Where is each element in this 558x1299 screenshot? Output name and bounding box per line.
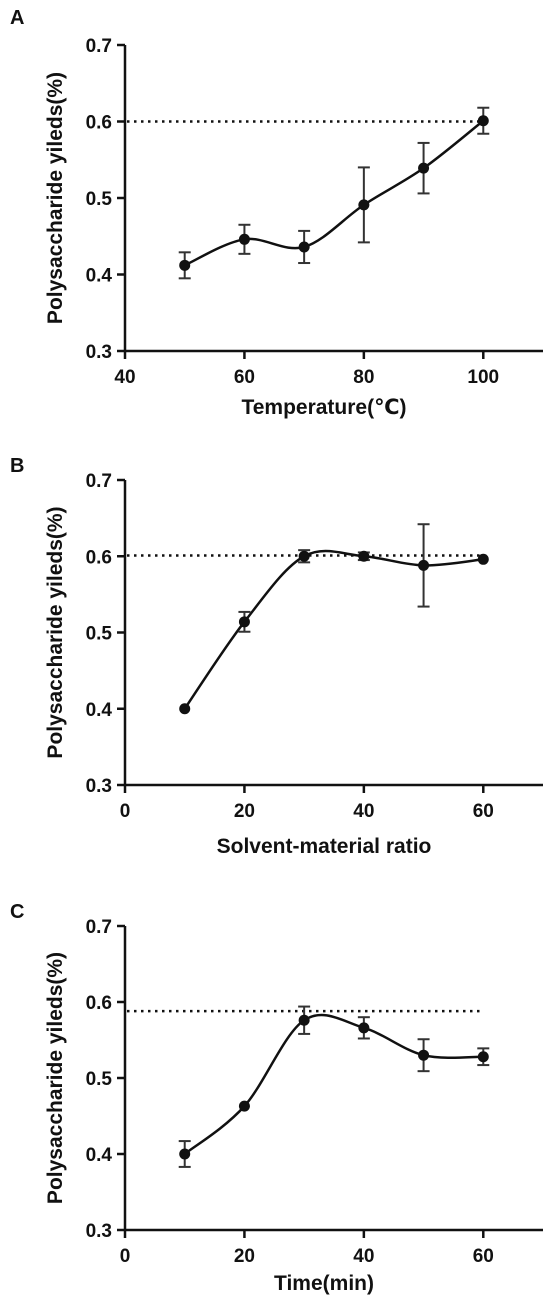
x-tick-label: 100	[467, 367, 499, 388]
x-tick-label: 40	[353, 801, 374, 822]
y-axis-title: Polysaccharide yileds(%)	[44, 506, 67, 758]
y-tick-label: 0.5	[86, 189, 113, 210]
y-tick-label: 0.6	[86, 547, 112, 568]
y-tick-label: 0.6	[86, 993, 112, 1014]
data-point	[238, 1100, 250, 1112]
panel-letter: C	[10, 901, 24, 923]
x-tick-label: 60	[473, 801, 494, 822]
data-point	[418, 162, 430, 174]
x-tick-label: 20	[234, 801, 255, 822]
x-tick-label: 40	[353, 1246, 374, 1267]
x-tick-label: 40	[114, 367, 135, 388]
chart-panel-a: A 0.3 0.4 0.5 0.6 0.7 40 60 80 100 Temperature(℃) P…	[10, 7, 543, 419]
y-tick-label: 0.6	[86, 113, 112, 134]
data-point	[477, 553, 489, 565]
data-point	[418, 1049, 430, 1061]
data-point	[477, 115, 489, 127]
y-axis-title: Polysaccharide yileds(%)	[44, 952, 67, 1204]
data-point	[179, 259, 191, 271]
data-point	[238, 233, 250, 245]
y-axis-title: Polysaccharide yileds(%)	[44, 72, 67, 324]
chart-panel-b: B 0.3 0.4 0.5 0.6 0.7 0 20 40 60 Solvent-material …	[10, 455, 543, 858]
x-tick-label: 0	[120, 801, 131, 822]
data-point	[358, 550, 370, 562]
panel-letter: B	[10, 455, 24, 477]
y-tick-label: 0.4	[86, 266, 113, 287]
x-tick-label: 20	[234, 1246, 255, 1267]
y-tick-label: 0.5	[86, 624, 113, 645]
y-tick-label: 0.4	[86, 700, 113, 721]
y-tick-label: 0.3	[86, 1221, 112, 1242]
data-point	[418, 559, 430, 571]
y-tick-label: 0.7	[86, 917, 112, 938]
data-point	[298, 550, 310, 562]
x-tick-label: 80	[353, 367, 374, 388]
y-tick-label: 0.7	[86, 471, 112, 492]
series-line	[184, 119, 485, 267]
chart-panel-c: C 0.3 0.4 0.5 0.6 0.7 0 20 40 60 Time(min) Polysacc…	[10, 901, 543, 1295]
y-tick-label: 0.3	[86, 342, 112, 363]
data-point	[477, 1051, 489, 1063]
x-axis-title: Temperature(℃)	[241, 396, 406, 419]
data-point	[179, 703, 191, 715]
y-tick-label: 0.7	[86, 36, 112, 57]
y-tick-label: 0.3	[86, 776, 112, 797]
x-axis-title: Solvent-material ratio	[217, 835, 432, 858]
data-point	[238, 616, 250, 628]
panel-letter: A	[10, 7, 24, 29]
data-point	[358, 1022, 370, 1034]
y-tick-label: 0.4	[86, 1145, 113, 1166]
series-line	[183, 549, 484, 710]
data-point	[298, 241, 310, 253]
x-tick-label: 60	[473, 1246, 494, 1267]
series-line	[183, 1013, 484, 1155]
data-point	[298, 1014, 310, 1026]
y-tick-label: 0.5	[86, 1069, 113, 1090]
data-point	[358, 199, 370, 211]
x-tick-label: 0	[120, 1246, 131, 1267]
x-axis-title: Time(min)	[274, 1272, 374, 1295]
data-point	[179, 1148, 191, 1160]
x-tick-label: 60	[234, 367, 255, 388]
